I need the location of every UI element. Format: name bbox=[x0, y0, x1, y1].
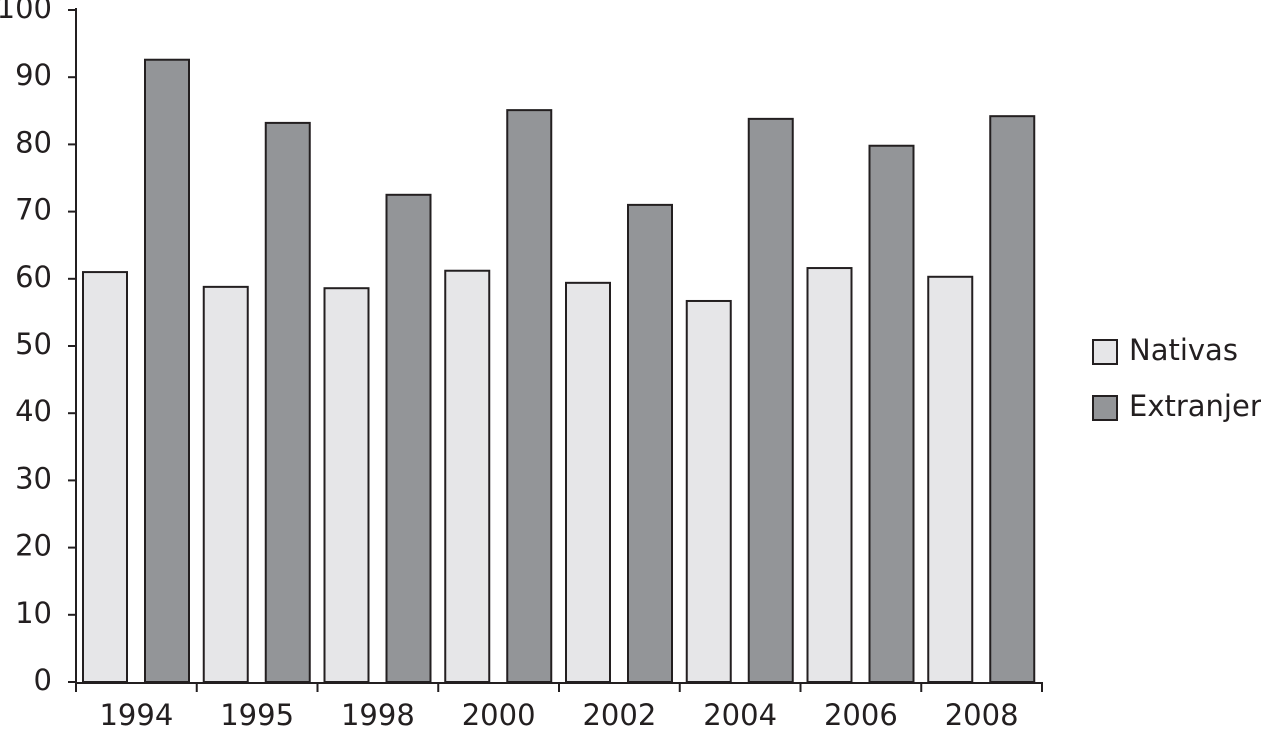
bar bbox=[444, 269, 491, 683]
bar bbox=[144, 58, 190, 683]
x-tick-label: 2006 bbox=[824, 698, 898, 729]
bar bbox=[565, 281, 611, 683]
y-tick-label: 50 bbox=[15, 327, 52, 361]
bar bbox=[747, 117, 794, 683]
bar bbox=[385, 193, 432, 684]
x-tick-label: 2004 bbox=[703, 698, 777, 729]
bar bbox=[806, 267, 853, 683]
bar bbox=[264, 121, 311, 683]
y-tick-label: 0 bbox=[34, 663, 52, 697]
legend-label: Extranjeras bbox=[1129, 389, 1261, 423]
legend-label: Nativas bbox=[1129, 333, 1238, 367]
x-tick-label: 1994 bbox=[99, 698, 173, 729]
bar bbox=[627, 203, 673, 683]
y-tick-label: 20 bbox=[15, 529, 52, 563]
bar bbox=[323, 287, 370, 683]
x-tick-label: 1998 bbox=[341, 698, 415, 729]
bar bbox=[82, 271, 128, 683]
bar bbox=[989, 115, 1036, 683]
x-tick-label: 2002 bbox=[582, 698, 656, 729]
legend-swatch bbox=[1092, 339, 1118, 365]
bar bbox=[927, 275, 974, 683]
legend-swatch bbox=[1092, 395, 1118, 421]
y-tick-label: 10 bbox=[15, 596, 52, 630]
y-tick-label: 90 bbox=[15, 58, 52, 92]
y-tick-label: 30 bbox=[15, 461, 52, 495]
bar bbox=[202, 285, 249, 683]
bar bbox=[506, 109, 553, 684]
x-tick-label: 1995 bbox=[220, 698, 294, 729]
y-tick-label: 40 bbox=[15, 394, 52, 428]
y-tick-label: 80 bbox=[15, 125, 52, 159]
y-tick-label: 70 bbox=[15, 193, 52, 227]
y-tick-label: 100 bbox=[0, 0, 52, 25]
bar bbox=[685, 299, 732, 683]
x-tick-label: 2008 bbox=[945, 698, 1019, 729]
x-tick-label: 2000 bbox=[462, 698, 536, 729]
y-tick-label: 60 bbox=[15, 260, 52, 294]
bar bbox=[868, 144, 915, 683]
